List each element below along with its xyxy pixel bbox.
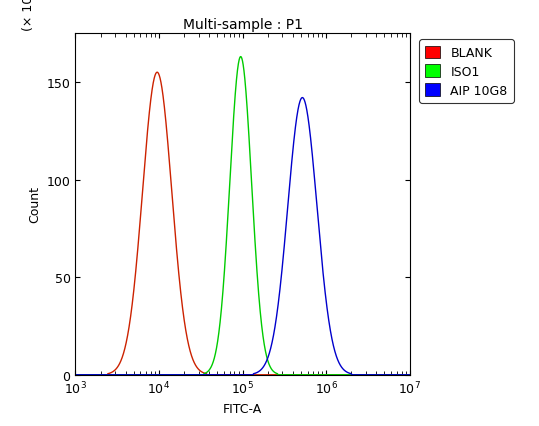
ISO1 <box>110 372 117 377</box>
BLANK <box>406 372 413 377</box>
Title: Multi-sample : P1: Multi-sample : P1 <box>183 17 302 32</box>
ISO1 <box>72 372 79 377</box>
Legend: BLANK, ISO1, AIP 10G8: BLANK, ISO1, AIP 10G8 <box>419 40 514 104</box>
ISO1 <box>130 372 137 377</box>
Text: (× 10¹): (× 10¹) <box>22 0 35 31</box>
X-axis label: FITC-A: FITC-A <box>223 402 262 415</box>
Line: BLANK: BLANK <box>75 73 410 375</box>
AIP 10G8 <box>130 372 137 377</box>
BLANK <box>110 369 117 374</box>
ISO1 <box>201 372 207 377</box>
AIP 10G8 <box>406 372 413 377</box>
BLANK <box>154 70 161 75</box>
ISO1 <box>238 55 244 60</box>
AIP 10G8 <box>299 96 306 101</box>
BLANK <box>72 372 79 377</box>
BLANK <box>201 371 207 376</box>
AIP 10G8 <box>110 372 117 377</box>
Line: ISO1: ISO1 <box>75 58 410 375</box>
BLANK <box>364 372 370 377</box>
ISO1 <box>400 372 406 377</box>
ISO1 <box>406 372 413 377</box>
BLANK <box>400 372 406 377</box>
AIP 10G8 <box>364 372 370 377</box>
AIP 10G8 <box>215 372 222 377</box>
Line: AIP 10G8: AIP 10G8 <box>75 98 410 375</box>
AIP 10G8 <box>72 372 79 377</box>
BLANK <box>215 372 222 377</box>
AIP 10G8 <box>201 372 207 377</box>
AIP 10G8 <box>400 372 406 377</box>
Y-axis label: Count: Count <box>28 186 41 223</box>
BLANK <box>130 291 137 296</box>
ISO1 <box>364 372 370 377</box>
ISO1 <box>215 336 222 341</box>
